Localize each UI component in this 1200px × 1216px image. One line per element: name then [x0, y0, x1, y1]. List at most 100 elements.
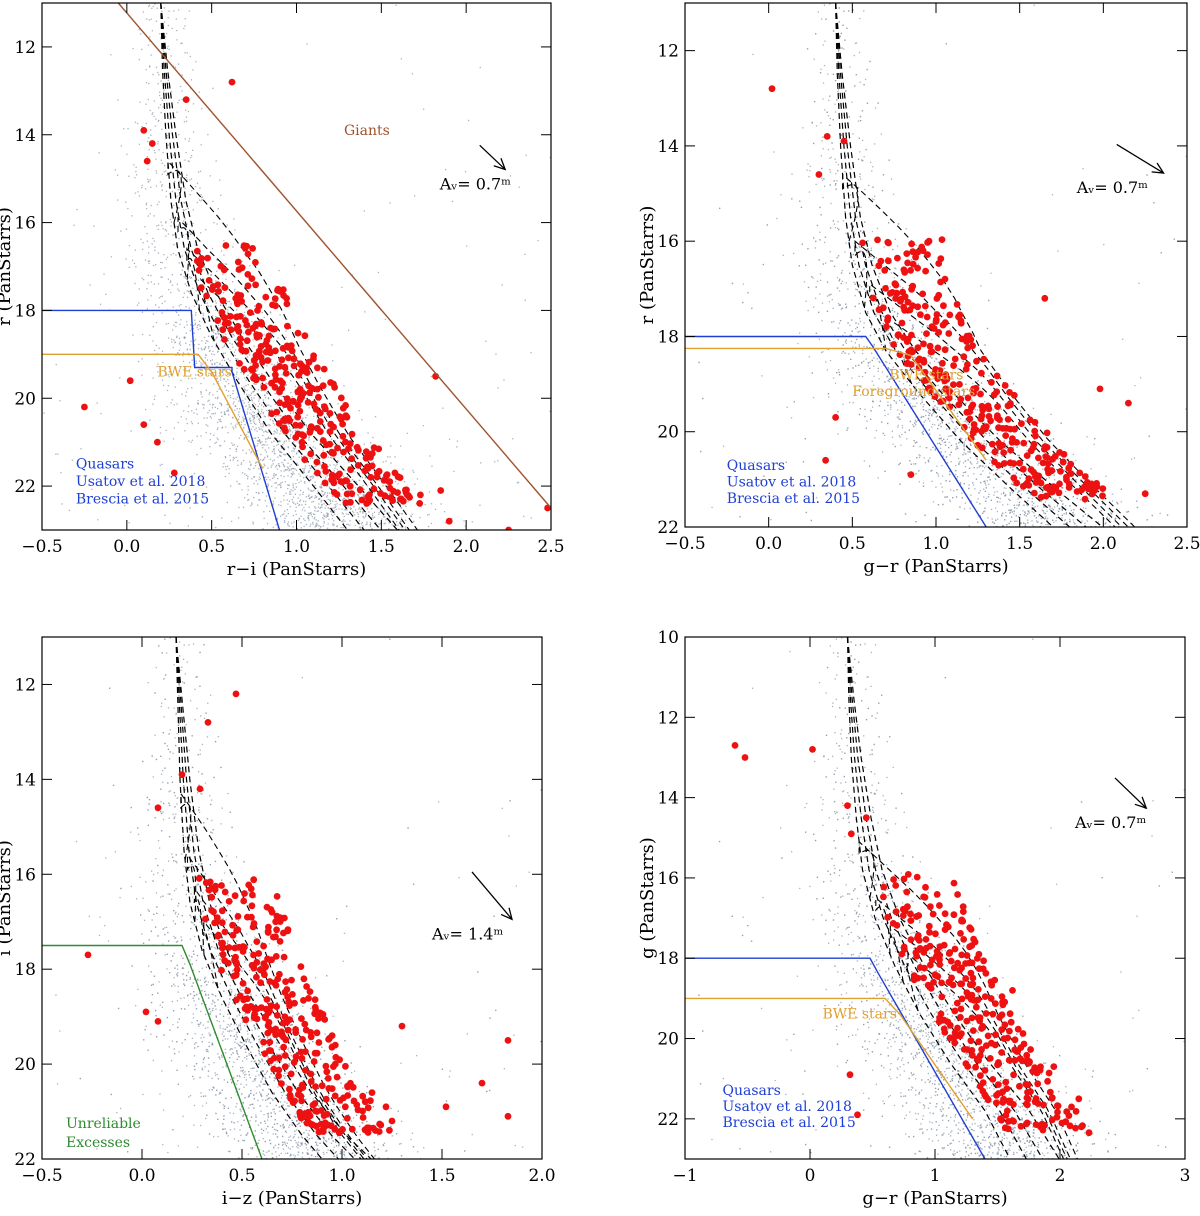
field-star [882, 432, 884, 435]
field-star [282, 463, 285, 465]
field-star [275, 487, 277, 489]
field-star [873, 375, 875, 377]
member-star [279, 286, 287, 293]
field-star [854, 219, 857, 221]
field-star [140, 238, 142, 240]
field-star [283, 475, 285, 478]
field-star [247, 401, 249, 403]
field-star [948, 435, 950, 437]
field-star [1016, 507, 1018, 509]
field-star [222, 335, 224, 337]
field-star [235, 339, 237, 341]
field-star [1072, 514, 1074, 516]
field-star [276, 430, 278, 432]
member-star [342, 499, 350, 507]
field-star [197, 279, 199, 281]
field-star [219, 418, 222, 421]
field-star [1065, 511, 1067, 514]
field-star [859, 17, 861, 20]
field-star [161, 302, 163, 305]
field-star [281, 514, 284, 516]
field-star [250, 450, 253, 453]
field-star [962, 487, 964, 489]
field-star [219, 420, 221, 422]
field-star [466, 245, 468, 247]
field-star [847, 179, 849, 181]
field-star [162, 61, 165, 63]
field-star [358, 485, 360, 488]
field-star [1153, 202, 1155, 204]
field-star [837, 221, 839, 223]
field-star [898, 463, 900, 466]
field-star [273, 445, 275, 448]
field-star [401, 521, 403, 523]
member-star [209, 283, 217, 290]
field-star [815, 125, 818, 127]
field-star [190, 340, 192, 342]
field-star [155, 158, 157, 160]
field-star [328, 503, 330, 506]
field-star [289, 437, 292, 439]
field-star [208, 393, 210, 395]
field-star [255, 437, 257, 439]
field-star [267, 397, 270, 399]
field-star [251, 321, 253, 323]
field-star [378, 511, 380, 514]
field-star [1032, 524, 1034, 526]
field-star [313, 415, 315, 417]
field-star [243, 438, 245, 440]
field-star [265, 438, 267, 440]
field-star [257, 368, 259, 370]
member-star [221, 284, 229, 291]
field-star [904, 365, 906, 367]
field-star [220, 403, 223, 405]
field-star [1139, 377, 1142, 379]
field-star [982, 470, 984, 472]
field-star [922, 430, 924, 432]
field-star [936, 406, 938, 409]
field-star [404, 481, 406, 483]
field-star [166, 174, 168, 176]
field-star [898, 435, 900, 437]
field-star [148, 19, 150, 21]
member-star [284, 401, 292, 408]
field-star [207, 347, 210, 349]
field-star [284, 384, 286, 387]
field-star [295, 506, 297, 508]
field-star [1027, 500, 1029, 502]
field-star [951, 421, 954, 423]
field-star [287, 488, 289, 490]
field-star [240, 434, 242, 436]
field-star [802, 127, 804, 129]
field-star [1055, 500, 1057, 502]
field-star [273, 433, 275, 435]
field-star [250, 397, 253, 399]
field-star [896, 313, 899, 315]
field-star [231, 334, 233, 336]
field-star [302, 417, 304, 419]
field-star [776, 217, 778, 220]
field-star [815, 297, 817, 299]
field-star [273, 450, 275, 452]
field-star [158, 107, 160, 109]
field-star [262, 327, 264, 329]
field-star [1090, 468, 1092, 470]
field-star [183, 209, 185, 211]
field-star [1057, 458, 1059, 460]
field-star [281, 374, 283, 376]
field-star [334, 440, 336, 442]
field-star [987, 517, 989, 519]
field-star [198, 320, 201, 322]
field-star [195, 360, 197, 362]
field-star [1053, 521, 1055, 523]
field-star [1027, 492, 1029, 494]
field-star [881, 189, 884, 192]
field-star [385, 460, 387, 462]
field-star [255, 461, 258, 463]
field-star [355, 481, 357, 483]
field-star [161, 184, 163, 186]
field-star [953, 393, 955, 395]
field-star [239, 483, 241, 485]
field-star [163, 50, 165, 53]
field-star [300, 515, 302, 517]
